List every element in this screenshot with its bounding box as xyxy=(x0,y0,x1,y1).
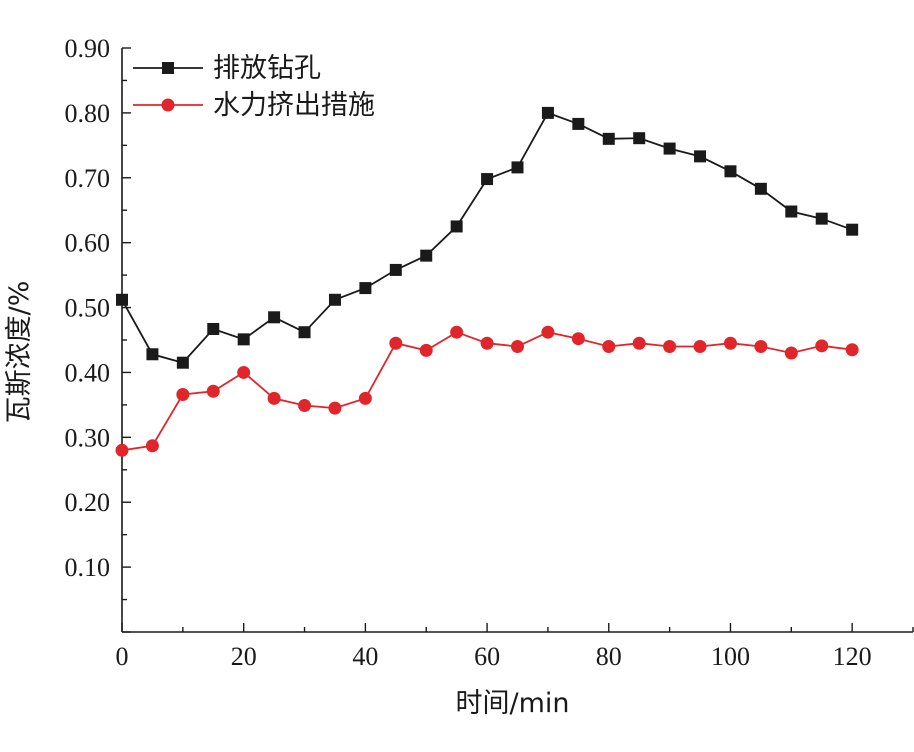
legend-marker xyxy=(161,98,175,112)
series-1-point xyxy=(541,106,554,119)
series-2-point xyxy=(358,391,372,405)
x-tick-label: 100 xyxy=(711,642,750,671)
x-axis-title: 时间/min xyxy=(455,688,569,719)
series-1-point xyxy=(481,173,494,186)
y-tick-label: 0.90 xyxy=(65,34,111,63)
series-1-point xyxy=(389,263,402,276)
series-2 xyxy=(115,325,859,457)
series-2-line xyxy=(121,331,853,452)
series-2-point xyxy=(815,339,829,353)
y-axis-title: 瓦斯浓度/% xyxy=(4,281,35,424)
series-2-point xyxy=(176,388,190,402)
series-2-point xyxy=(723,336,737,350)
x-tick-label: 40 xyxy=(352,642,378,671)
series-1-point xyxy=(694,150,707,163)
series-1-point xyxy=(268,311,281,324)
legend-marker xyxy=(162,62,174,74)
series-1 xyxy=(116,106,859,369)
series-2-point xyxy=(419,343,433,357)
series-2-point xyxy=(663,339,677,353)
series-1-point xyxy=(602,132,615,145)
y-tick-label: 0.20 xyxy=(65,488,111,517)
series-1-point xyxy=(298,326,311,339)
series-1-point xyxy=(785,205,798,218)
series-1-point xyxy=(176,356,189,369)
series-layer xyxy=(115,106,859,457)
series-2-point xyxy=(541,325,555,339)
series-2-point xyxy=(450,325,464,339)
x-tick-label: 60 xyxy=(474,642,500,671)
series-2-point xyxy=(298,399,312,413)
series-2-point xyxy=(632,336,646,350)
series-2-point xyxy=(328,401,342,415)
series-1-point xyxy=(511,161,524,174)
x-tick-label: 20 xyxy=(231,642,257,671)
series-1-point xyxy=(754,182,767,195)
y-tick-label: 0.10 xyxy=(65,553,111,582)
legend-label: 排放钻孔 xyxy=(213,53,321,84)
series-1-point xyxy=(663,142,676,155)
y-tick-label: 0.40 xyxy=(65,358,111,387)
series-2-point xyxy=(511,339,524,353)
y-tick-label: 0.60 xyxy=(65,229,111,258)
series-1-point xyxy=(237,333,250,346)
y-tick-label: 0.80 xyxy=(65,99,111,128)
series-2-point xyxy=(389,336,403,350)
series-2-point xyxy=(845,343,859,357)
x-tick-label: 80 xyxy=(596,642,622,671)
series-1-point xyxy=(116,293,128,306)
series-2-point xyxy=(267,391,281,405)
series-1-point xyxy=(420,249,433,262)
series-1-point xyxy=(146,348,159,361)
series-1-point xyxy=(724,165,737,178)
series-2-point xyxy=(602,339,616,353)
series-1-point xyxy=(633,132,646,145)
series-2-point xyxy=(145,439,159,453)
series-1-point xyxy=(815,212,828,225)
legend-label: 水力挤出措施 xyxy=(213,90,375,121)
series-2-point xyxy=(237,365,251,379)
x-tick-label: 0 xyxy=(116,642,129,671)
series-1-point xyxy=(846,223,859,236)
series-2-point xyxy=(571,332,585,346)
series-1-point xyxy=(328,293,341,306)
series-2-point xyxy=(693,339,707,353)
y-tick-label: 0.70 xyxy=(65,164,111,193)
series-2-point xyxy=(206,384,220,398)
series-1-point xyxy=(572,117,585,130)
y-tick-label: 0.50 xyxy=(65,294,111,323)
series-1-point xyxy=(450,220,463,233)
series-1-line xyxy=(121,111,853,364)
y-tick-label: 0.30 xyxy=(65,423,111,452)
series-2-point xyxy=(784,346,798,360)
ticks: 0 20 40 60 80 100 120 0.10 0.20 0.30 0.40 0.50 0.60 0… xyxy=(65,34,914,671)
series-1-point xyxy=(359,282,372,295)
series-1-point xyxy=(207,322,220,335)
series-2-point xyxy=(480,336,494,350)
series-2-point xyxy=(115,443,129,457)
x-tick-label: 120 xyxy=(833,642,872,671)
series-2-point xyxy=(754,339,768,353)
